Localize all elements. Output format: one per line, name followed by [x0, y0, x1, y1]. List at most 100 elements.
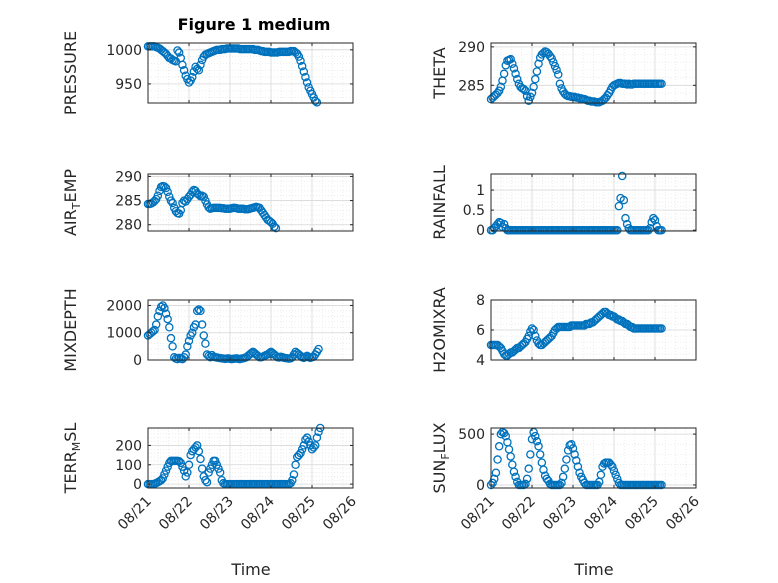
data-point [302, 433, 312, 442]
data-point [532, 436, 542, 446]
data-point [270, 222, 279, 231]
data-point [657, 324, 666, 333]
data-point [206, 464, 215, 473]
data-point [621, 213, 630, 223]
data-point [181, 472, 190, 481]
data-point [192, 306, 202, 316]
y-tick-label: 4 [476, 353, 485, 369]
axes-box [147, 427, 354, 489]
y-tick-label: 950 [115, 77, 142, 93]
data-point [526, 92, 535, 102]
y-tick-label: 1 [476, 183, 485, 199]
data-point [562, 455, 571, 464]
ylabel-2: THETA [430, 47, 449, 99]
data-point [511, 69, 520, 79]
figure-title: Figure 1 medium [178, 15, 331, 34]
data-point [491, 468, 501, 477]
data-point [176, 458, 186, 468]
data-point [508, 59, 517, 69]
ylabel-5: MIXDEPTH [61, 288, 80, 371]
ylabel-3: AIRTEMP [61, 169, 83, 236]
series-1 [143, 42, 322, 107]
y-tick-label: 500 [458, 427, 485, 443]
axes-8: 0 500 SUNFLUX 08/21 08/22 08/23 08/24 08/25 08/2… [430, 422, 703, 533]
data-point [202, 477, 212, 487]
data-point [529, 325, 538, 335]
data-point [657, 79, 666, 89]
data-point [158, 474, 168, 483]
y-tick-label: 285 [115, 194, 142, 210]
data-point [534, 59, 543, 69]
data-point [168, 342, 177, 351]
axes-6: 4 6 8 H2OMIXRA [430, 287, 697, 373]
data-point [493, 455, 502, 464]
data-point [511, 472, 520, 482]
ylabel-6: H2OMIXRA [430, 287, 449, 373]
data-point [297, 61, 307, 71]
data-point [531, 331, 540, 341]
data-point [184, 336, 194, 346]
data-point [271, 223, 281, 233]
data-point [201, 339, 210, 348]
data-point [614, 201, 624, 211]
data-point [650, 215, 660, 225]
data-point [166, 196, 176, 205]
data-point [181, 350, 190, 359]
data-point [619, 195, 629, 205]
x-tick-label: 08/26 [663, 493, 703, 533]
data-point [649, 213, 658, 223]
x-tick-label: 08/22 [156, 494, 196, 534]
data-point [296, 56, 305, 65]
data-point [506, 452, 515, 461]
data-point [197, 320, 207, 329]
data-point [297, 445, 307, 454]
axes-1: 950 1000 PRESSURE [61, 31, 354, 115]
data-point [153, 312, 163, 321]
series-6 [486, 307, 666, 360]
data-point [150, 325, 159, 335]
data-point [199, 192, 209, 201]
y-tick-label: 100 [115, 458, 142, 474]
data-point [570, 450, 579, 459]
ylabel-8: SUNFLUX [430, 422, 452, 493]
data-point [531, 74, 540, 84]
data-point [199, 331, 209, 340]
xlabel-left: Time [230, 560, 270, 579]
data-point [288, 476, 297, 485]
data-point [535, 450, 545, 459]
data-point [494, 86, 504, 95]
data-point [509, 467, 519, 476]
data-point [534, 442, 543, 451]
y-tick-label: 290 [458, 40, 485, 56]
data-point [196, 60, 205, 70]
y-tick-label: 280 [115, 218, 142, 234]
axes-7: 0 100 200 TERRMSL 08/21 08/22 08/23 08/24 08/25 0… [61, 423, 360, 534]
data-point [314, 344, 323, 354]
data-point [183, 342, 192, 351]
x-tick-label: 08/23 [197, 494, 237, 534]
data-point [547, 54, 556, 63]
data-point [196, 306, 205, 316]
y-tick-label: 285 [458, 78, 485, 94]
data-point [204, 468, 213, 477]
data-point [178, 60, 187, 70]
series-5 [143, 301, 323, 364]
y-tick-label: 0 [133, 477, 142, 493]
ylabel-1: PRESSURE [61, 31, 80, 115]
data-point [553, 70, 563, 79]
data-point [197, 464, 207, 473]
data-point [179, 66, 189, 75]
x-tick-label: 08/25 [622, 494, 662, 534]
data-point [527, 324, 537, 333]
data-point [552, 65, 561, 75]
data-point [506, 54, 515, 64]
data-point [304, 437, 313, 446]
data-point [568, 444, 578, 453]
data-point [609, 466, 619, 475]
data-point [192, 441, 202, 450]
data-point [499, 69, 509, 79]
data-point [496, 82, 506, 92]
data-point [501, 431, 511, 441]
